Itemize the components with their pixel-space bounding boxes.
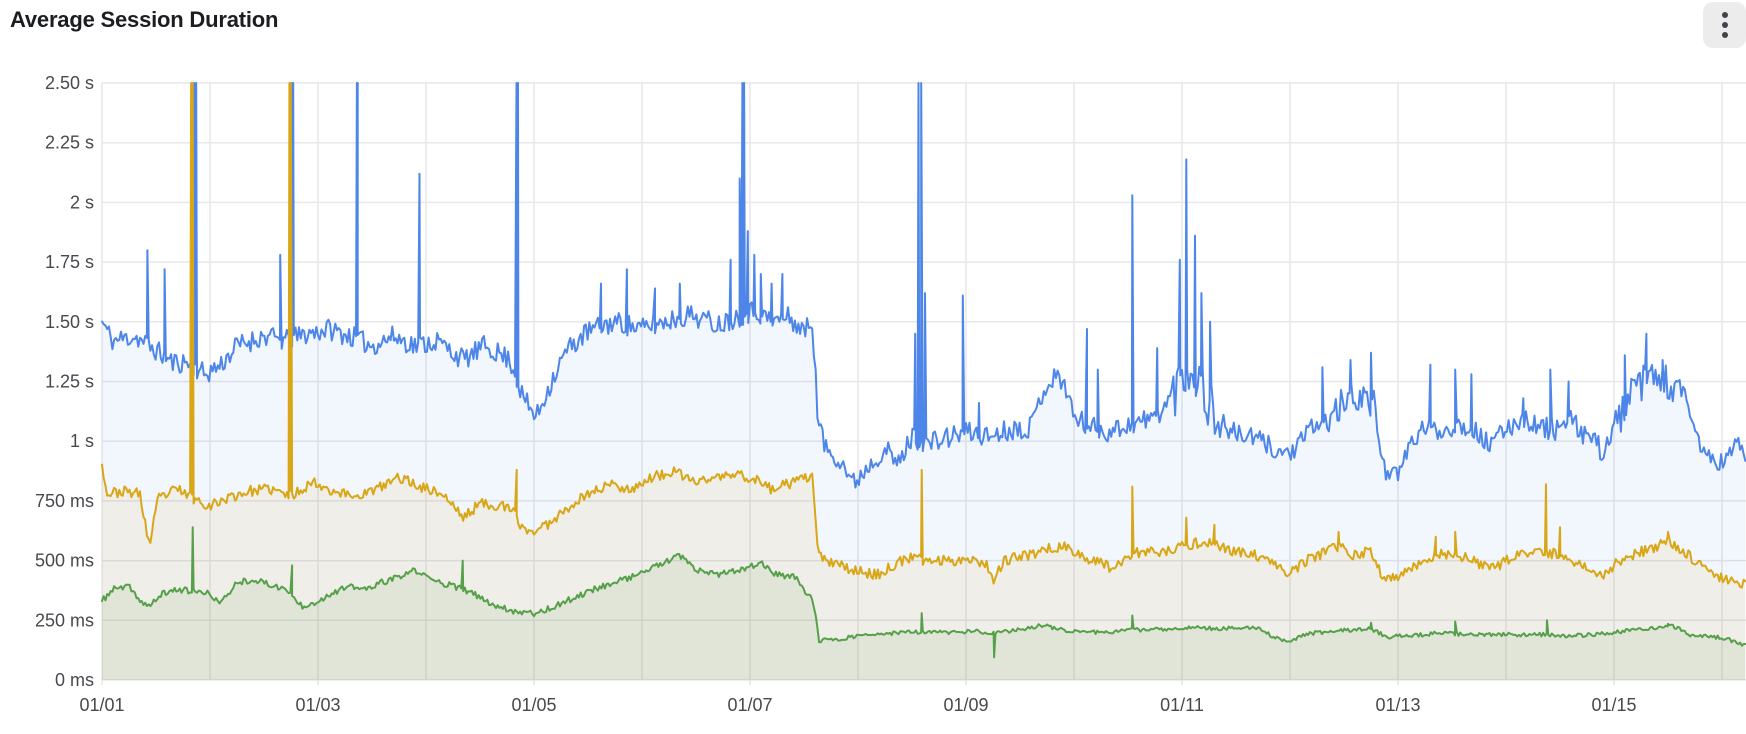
panel-menu-button[interactable] xyxy=(1703,2,1746,48)
series-blue-area xyxy=(102,83,1746,680)
y-axis-labels: 0 ms 250 ms 500 ms 750 ms 1 s 1.25 s 1.50 s 1.7… xyxy=(35,73,94,690)
series-areas xyxy=(102,83,1746,680)
y-tick-label: 1.75 s xyxy=(45,252,94,272)
time-series-chart[interactable]: 0 ms 250 ms 500 ms 750 ms 1 s 1.25 s 1.50 s 1.7… xyxy=(0,46,1746,734)
x-tick-label: 01/07 xyxy=(727,695,772,715)
panel-header: Average Session Duration xyxy=(0,0,1746,48)
y-tick-label: 1.25 s xyxy=(45,372,94,392)
x-axis-labels: 01/01 01/03 01/05 01/07 01/09 01/11 01/13 01/15 xyxy=(79,695,1636,715)
series-yellow-line xyxy=(101,82,1746,589)
series-green-area xyxy=(102,527,1746,680)
x-tick-label: 01/03 xyxy=(295,695,340,715)
x-tick-label: 01/01 xyxy=(79,695,124,715)
panel-title: Average Session Duration xyxy=(10,7,279,32)
x-tick-label: 01/11 xyxy=(1160,695,1204,715)
y-tick-label: 250 ms xyxy=(35,610,94,630)
y-tick-label: 1.50 s xyxy=(45,312,94,332)
x-tick-label: 01/09 xyxy=(943,695,988,715)
y-tick-label: 2.25 s xyxy=(45,133,94,153)
x-tick-label: 01/05 xyxy=(511,695,556,715)
series-green-line xyxy=(101,526,1746,659)
series-lines xyxy=(101,82,1746,659)
y-tick-label: 2 s xyxy=(70,192,94,212)
kebab-vertical-icon xyxy=(1703,2,1746,48)
series-yellow-area xyxy=(102,83,1746,680)
x-tick-label: 01/13 xyxy=(1375,695,1420,715)
x-tick-label: 01/15 xyxy=(1591,695,1636,715)
y-tick-label: 2.50 s xyxy=(45,73,94,93)
y-tick-label: 500 ms xyxy=(35,551,94,571)
y-tick-label: 1 s xyxy=(70,431,94,451)
y-tick-label: 0 ms xyxy=(55,670,94,690)
y-tick-label: 750 ms xyxy=(35,491,94,511)
series-blue-line xyxy=(101,82,1746,489)
